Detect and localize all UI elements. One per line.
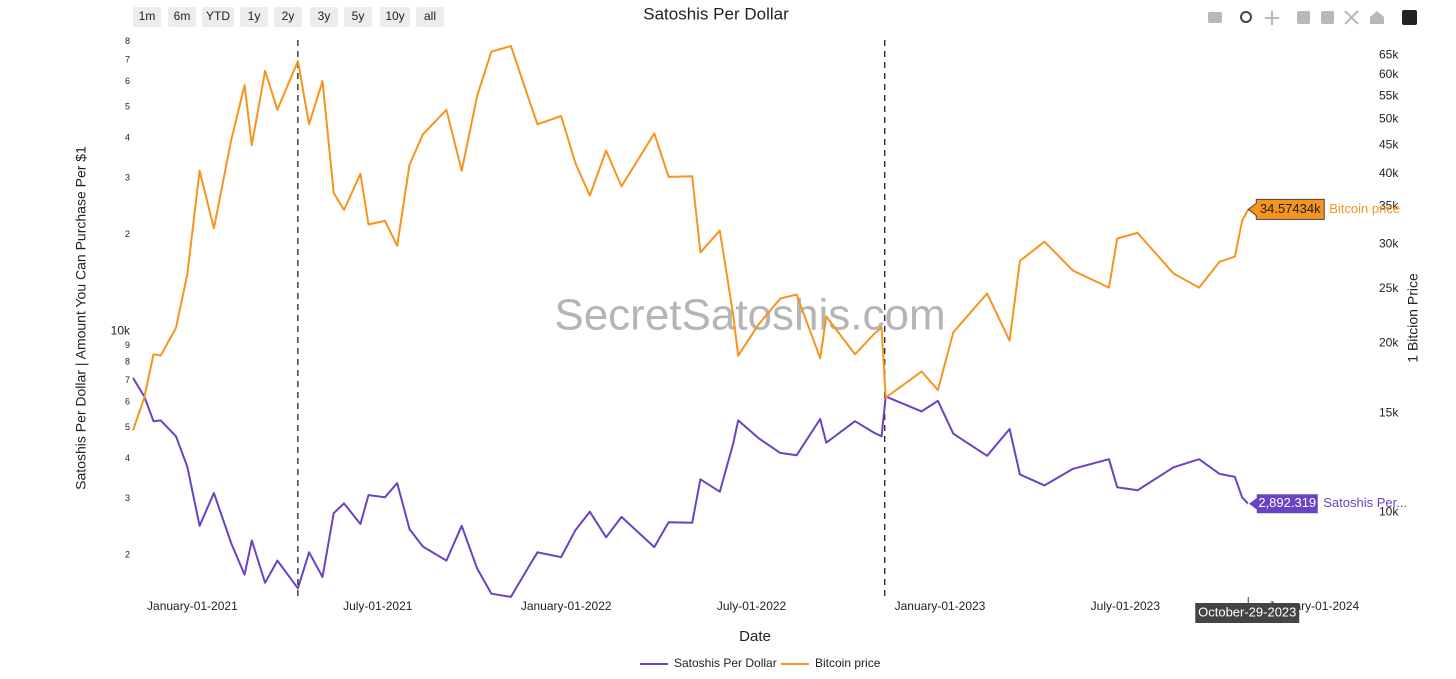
- range-button[interactable]: [168, 7, 196, 27]
- y-tick-label: 6: [125, 397, 130, 407]
- range-button-label: 2y: [282, 9, 295, 23]
- y2-tick-label: 45k: [1379, 137, 1399, 151]
- zoom-in-icon[interactable]: [1297, 11, 1310, 24]
- y-tick-label: 5: [125, 102, 130, 112]
- pan-icon[interactable]: [1265, 11, 1279, 25]
- range-button-label: 6m: [174, 9, 191, 23]
- hover-value: 2,892.319: [1258, 495, 1316, 510]
- x-tick-label: July-01-2023: [1091, 599, 1161, 613]
- range-button[interactable]: [310, 7, 338, 27]
- range-button-label: 3y: [318, 9, 331, 23]
- hover-x-box: [1195, 603, 1300, 623]
- y-tick-label: 10k: [111, 323, 131, 337]
- x-tick-label: July-01-2021: [343, 599, 413, 613]
- y-tick-label: 9: [125, 340, 130, 350]
- y2-tick-label: 20k: [1379, 335, 1399, 349]
- range-button-label: YTD: [206, 9, 230, 23]
- hover-name: Satoshis Per...: [1323, 495, 1407, 510]
- y2-tick-label: 15k: [1379, 406, 1399, 420]
- y2-tick-label: 65k: [1379, 47, 1399, 61]
- hover-name: Bitcoin price: [1329, 201, 1400, 216]
- y-tick-label: 3: [125, 173, 130, 183]
- y2-tick-label: 55k: [1379, 88, 1399, 102]
- y-tick-label: 8: [125, 357, 130, 367]
- y-tick-label: 8: [125, 36, 130, 46]
- x-tick-label: January-01-2023: [895, 599, 986, 613]
- autoscale-icon[interactable]: [1344, 10, 1359, 25]
- range-button[interactable]: [240, 7, 268, 27]
- y-tick-label: 3: [125, 493, 130, 503]
- x-tick-label: January-01-2021: [147, 599, 238, 613]
- y-tick-label: 7: [125, 375, 130, 385]
- series-line: [132, 377, 1250, 598]
- y-tick-label: 2: [125, 229, 130, 239]
- y2-tick-label: 50k: [1379, 112, 1399, 126]
- range-button-label: 1m: [139, 9, 156, 23]
- hover-value: 34.57434k: [1260, 201, 1321, 216]
- range-button-label: all: [424, 9, 436, 23]
- y2-tick-label: 30k: [1379, 236, 1399, 250]
- hover-box: [1247, 493, 1319, 515]
- plotly-logo[interactable]: [1402, 10, 1417, 25]
- range-button-label: 1y: [248, 9, 261, 23]
- y2-tick-label: 10k: [1379, 505, 1399, 519]
- camera-icon[interactable]: [1208, 12, 1222, 23]
- range-button[interactable]: [344, 7, 372, 27]
- y-axis-title: Satoshis Per Dollar | Amount You Can Pur…: [73, 146, 89, 490]
- range-button[interactable]: [416, 7, 444, 27]
- y2-tick-label: 40k: [1379, 166, 1399, 180]
- hover-x-label: October-29-2023: [1198, 604, 1296, 619]
- legend-label: Bitcoin price: [815, 656, 881, 670]
- zoom-icon[interactable]: [1240, 11, 1252, 23]
- range-button[interactable]: [202, 7, 234, 27]
- modebar: [1208, 10, 1417, 25]
- range-button[interactable]: [380, 7, 410, 27]
- y-tick-label: 5: [125, 422, 130, 432]
- y2-axis-title: 1 Bitcion Price: [1405, 273, 1421, 363]
- watermark: SecretSatoshis.com: [554, 291, 945, 340]
- y-tick-label: 6: [125, 76, 130, 86]
- y2-tick-label: 25k: [1379, 281, 1399, 295]
- x-tick-label: July-01-2022: [717, 599, 787, 613]
- series-line: [132, 45, 1250, 431]
- range-button-label: 10y: [385, 9, 404, 23]
- y2-tick-label: 35k: [1379, 199, 1399, 213]
- y-tick-label: 7: [125, 55, 130, 65]
- range-button-label: 5y: [352, 9, 365, 23]
- y-tick-label: 2: [125, 549, 130, 559]
- legend-label: Satoshis Per Dollar: [674, 656, 777, 670]
- x-tick-label: January-01-2022: [521, 599, 612, 613]
- y-tick-label: 4: [125, 453, 130, 463]
- chart-title: Satoshis Per Dollar: [643, 4, 789, 23]
- zoom-out-icon[interactable]: [1321, 11, 1334, 24]
- y2-tick-label: 60k: [1379, 67, 1399, 81]
- range-button[interactable]: [133, 7, 161, 27]
- reset-icon[interactable]: [1370, 11, 1384, 24]
- y-tick-label: 4: [125, 133, 130, 143]
- range-button[interactable]: [274, 7, 302, 27]
- hover-box: [1247, 198, 1325, 220]
- x-axis-title: Date: [739, 628, 771, 645]
